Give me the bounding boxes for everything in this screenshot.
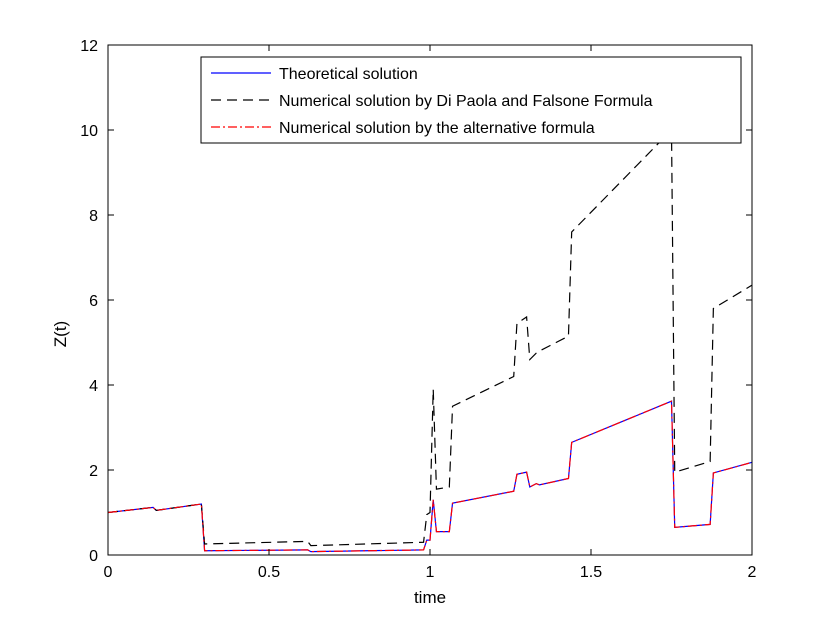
x-tick-label: 2 (748, 564, 757, 581)
legend-label-2: Numerical solution by the alternative fo… (279, 120, 595, 137)
y-tick-label: 0 (89, 548, 98, 565)
x-tick-label: 1 (426, 564, 435, 581)
y-tick-label: 8 (89, 208, 98, 225)
plot-area (107, 128, 753, 553)
legend-box (200, 56, 742, 144)
x-tick-label: 1.5 (580, 564, 602, 581)
y-axis-label: Z(t) (51, 321, 70, 347)
series-line-1 (107, 128, 753, 547)
axes: 0 0.5 1 1.5 2 0 2 4 6 8 10 12 (80, 38, 756, 581)
y-tick-label: 12 (80, 38, 98, 55)
x-axis-label: time (414, 588, 446, 607)
x-tick-label: 0 (104, 564, 113, 581)
x-tick-label: 0.5 (258, 564, 280, 581)
series-line-2 (107, 400, 753, 553)
legend-label-1: Numerical solution by Di Paola and Falso… (279, 93, 653, 110)
legend-label-0: Theoretical solution (279, 66, 418, 83)
y-tick-label: 2 (89, 463, 98, 480)
y-tick-label: 6 (89, 293, 98, 310)
legend: Theoretical solution Numerical solution b… (200, 56, 742, 144)
y-tick-label: 10 (80, 123, 98, 140)
y-tick-label: 4 (89, 378, 98, 395)
